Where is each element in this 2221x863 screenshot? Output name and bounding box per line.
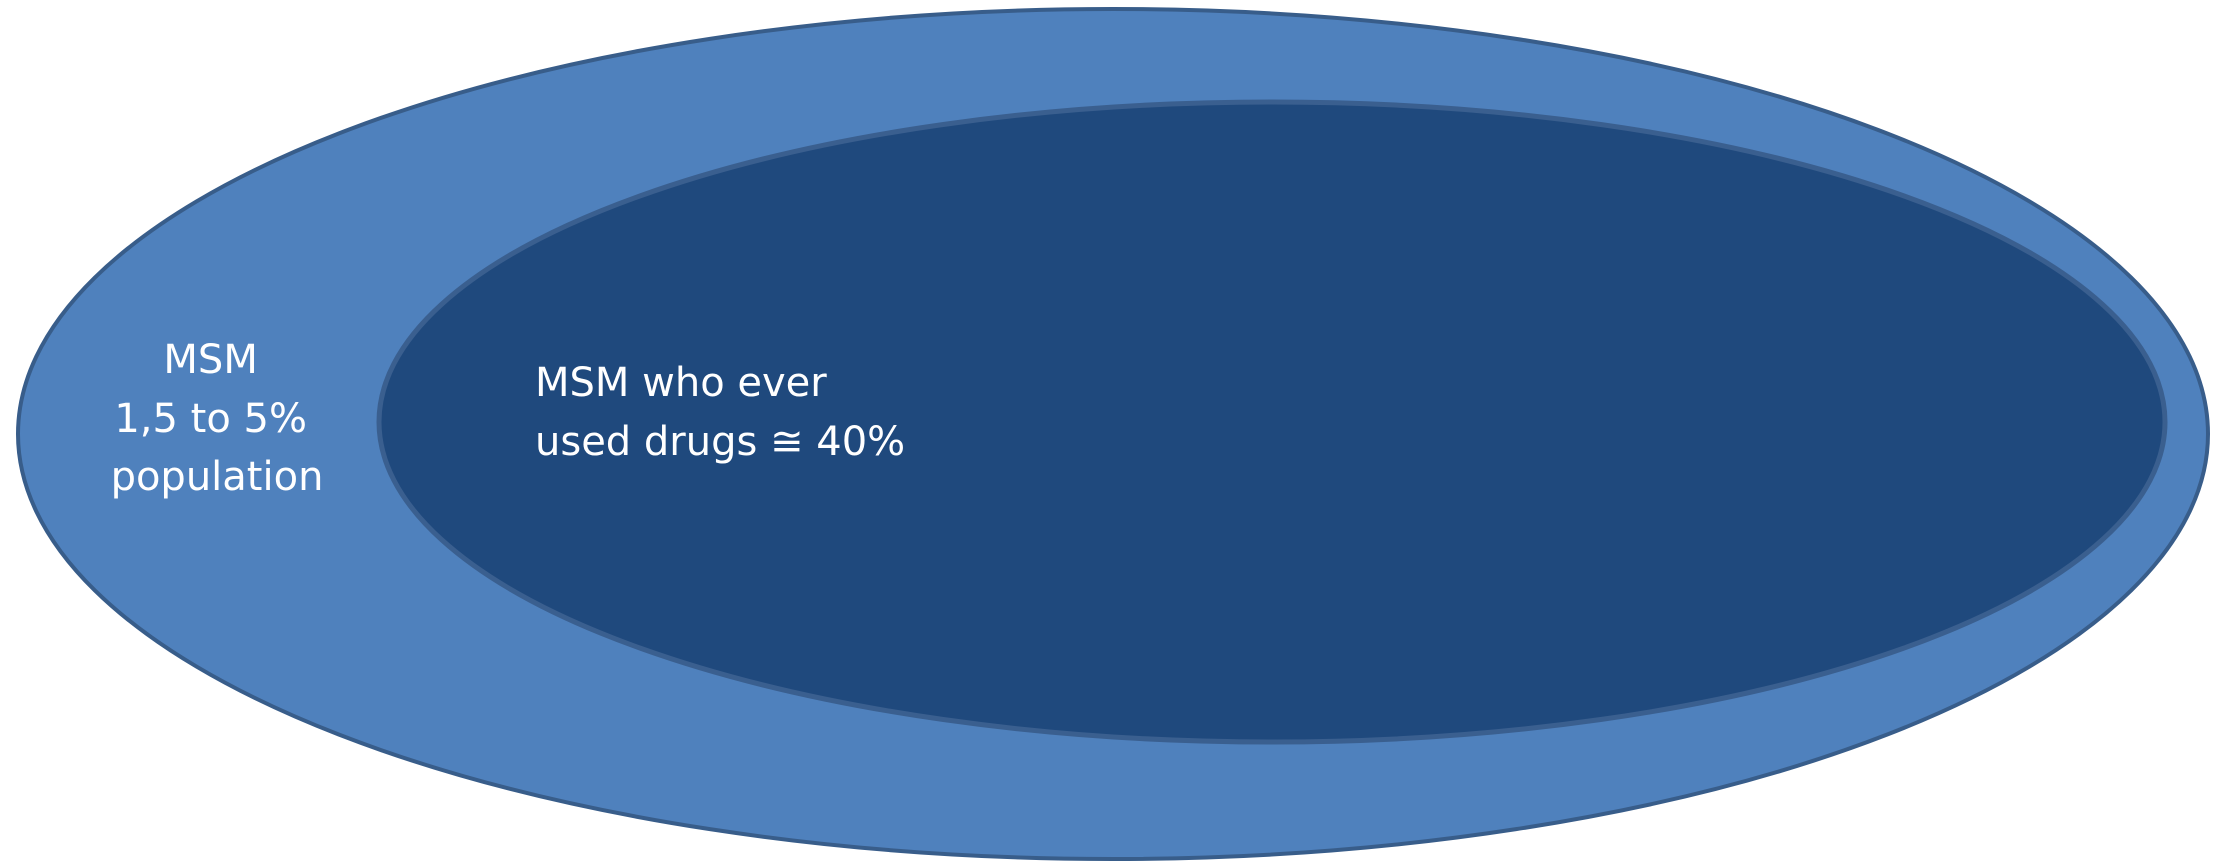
inner-label-line-1: MSM who ever — [535, 360, 827, 406]
outer-ellipse-label: MSM 1,5 to 5% population — [111, 337, 324, 500]
outer-label-line-1: MSM — [163, 337, 257, 383]
inner-ellipse-msm-drug-use — [376, 99, 2168, 745]
outer-label-line-2: 1,5 to 5% — [114, 396, 307, 442]
inner-label-line-2: used drugs ≅ 40% — [535, 419, 905, 465]
inner-ellipse-label: MSM who ever used drugs ≅ 40% — [535, 360, 905, 465]
outer-label-line-3: population — [111, 454, 324, 500]
